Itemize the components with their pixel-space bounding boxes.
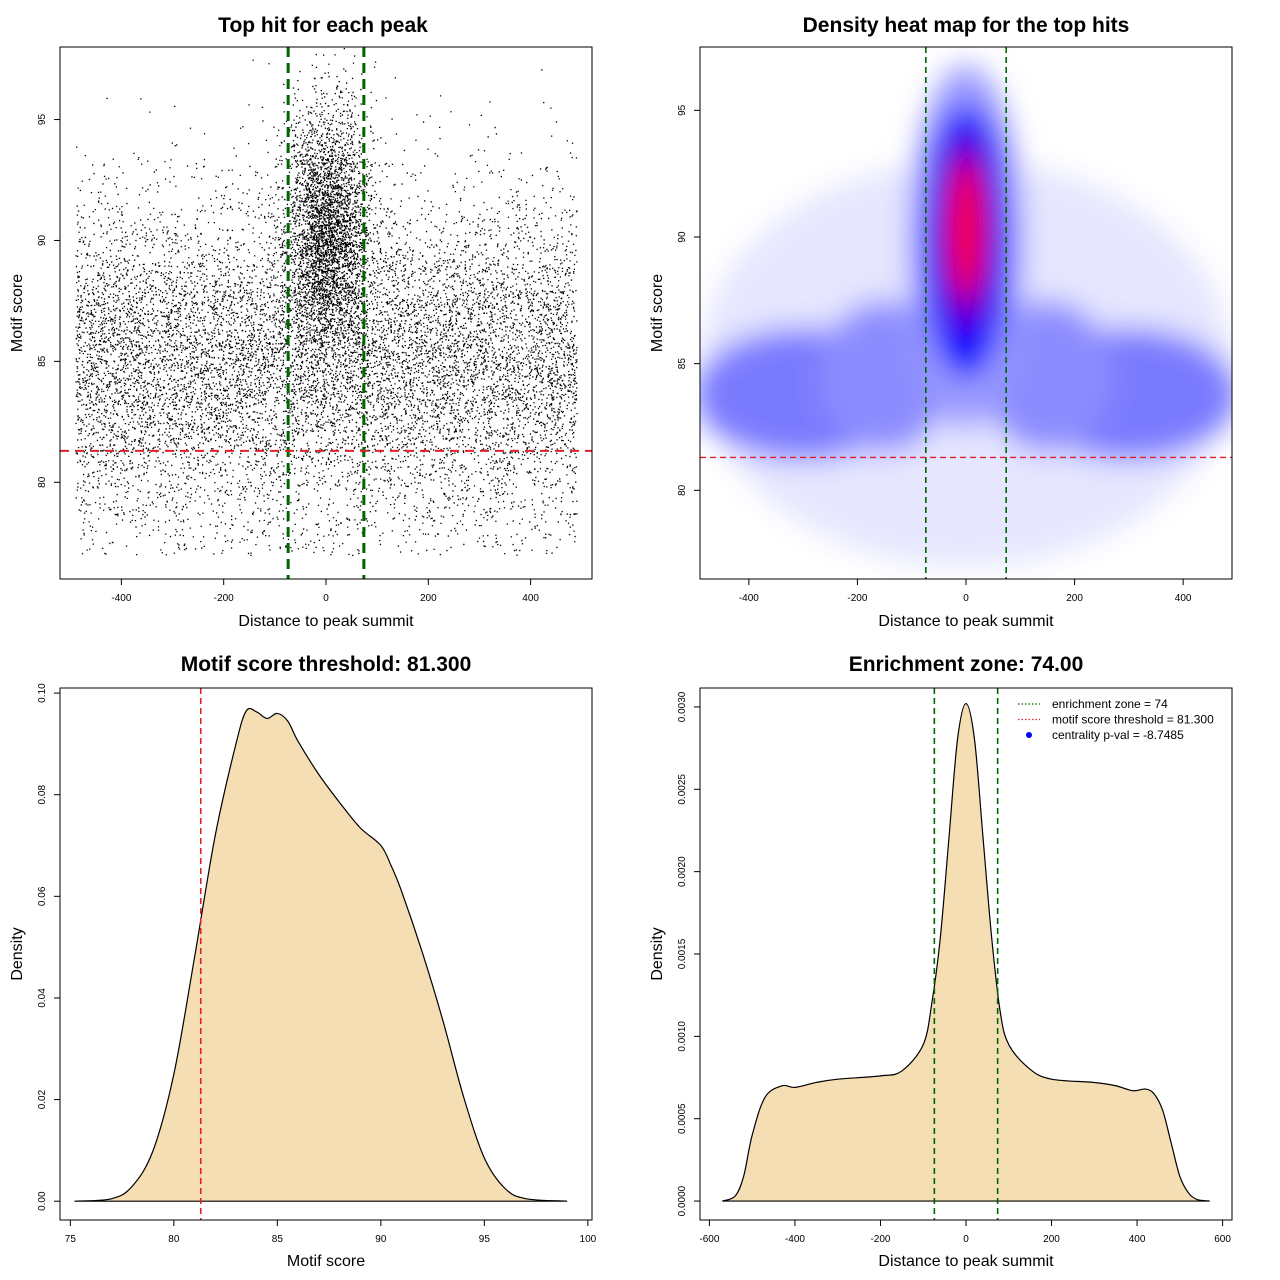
distance-density-x-label: Distance to peak summit — [878, 1253, 1054, 1270]
heatmap-x-tick-label: 0 — [963, 593, 969, 604]
distance-density-panel: Enrichment zone: 74.00 -600 -400 -200 0 200 4… — [649, 653, 1233, 1270]
distance-density-x-tick-label: 400 — [1129, 1234, 1146, 1245]
score-density-plot — [74, 688, 568, 1220]
distance-density-area — [722, 703, 1210, 1202]
legend-entry-label: motif score threshold = 81.300 — [1052, 713, 1214, 727]
score-density-y-tick-label: 0.02 — [37, 1089, 48, 1109]
distance-density-y-tick-label: 0.0020 — [677, 856, 688, 887]
scatter-y-tick-label: 90 — [37, 234, 48, 246]
distance-density-legend: enrichment zone = 74 motif score threshol… — [1018, 697, 1214, 742]
heatmap-y-axis: 80 85 90 95 — [677, 104, 700, 496]
scatter-title: Top hit for each peak — [218, 14, 428, 37]
distance-density-x-tick-label: -600 — [699, 1234, 719, 1245]
scatter-points — [75, 48, 578, 557]
distance-density-plot — [722, 688, 1210, 1220]
scatter-x-axis: -400 -200 0 200 400 — [111, 579, 539, 604]
distance-density-title: Enrichment zone: 74.00 — [849, 653, 1084, 676]
distance-density-x-axis: -600 -400 -200 0 200 400 600 — [699, 1220, 1231, 1245]
heatmap-title: Density heat map for the top hits — [803, 14, 1130, 37]
heatmap-density — [700, 64, 1232, 567]
heatmap-x-tick-label: 400 — [1175, 593, 1192, 604]
distance-density-x-tick-label: 0 — [963, 1234, 969, 1245]
heatmap-y-label: Motif score — [649, 274, 666, 352]
distance-density-y-tick-label: 0.0015 — [677, 938, 688, 969]
score-density-x-tick-label: 85 — [272, 1234, 284, 1245]
score-density-x-tick-label: 100 — [580, 1234, 597, 1245]
distance-density-x-tick-label: -200 — [870, 1234, 890, 1245]
score-density-y-label: Density — [9, 927, 26, 980]
scatter-x-tick-label: 200 — [420, 593, 437, 604]
distance-density-x-tick-label: -400 — [785, 1234, 805, 1245]
score-density-frame — [59, 687, 593, 1221]
scatter-reference-lines — [60, 47, 592, 579]
score-density-x-label: Motif score — [287, 1253, 365, 1270]
scatter-x-tick-label: 0 — [323, 593, 329, 604]
scatter-y-label: Motif score — [9, 274, 26, 352]
heatmap-y-tick-label: 85 — [677, 358, 688, 370]
heatmap-y-tick-label: 95 — [677, 104, 688, 116]
distance-density-y-label: Density — [649, 927, 666, 980]
score-density-y-tick-label: 0.06 — [37, 886, 48, 906]
distance-density-y-tick-label: 0.0010 — [677, 1021, 688, 1052]
scatter-y-tick-label: 80 — [37, 476, 48, 488]
scatter-x-tick-label: 400 — [522, 593, 539, 604]
scatter-x-label: Distance to peak summit — [238, 613, 414, 630]
score-density-title: Motif score threshold: 81.300 — [181, 653, 472, 676]
distance-density-y-tick-label: 0.0005 — [677, 1103, 688, 1134]
scatter-x-tick-label: -200 — [214, 593, 234, 604]
scatter-y-tick-label: 95 — [37, 114, 48, 126]
score-density-x-tick-label: 95 — [479, 1234, 491, 1245]
distance-density-y-tick-label: 0.0030 — [677, 691, 688, 722]
legend-point-marker — [1026, 732, 1032, 738]
distance-density-x-tick-label: 200 — [1043, 1234, 1060, 1245]
distance-density-y-tick-label: 0.0000 — [677, 1185, 688, 1216]
scatter-x-tick-label: -400 — [111, 593, 131, 604]
distance-density-zone-lines — [933, 688, 999, 1220]
heatmap-panel: Density heat map for the top hits -400 -2… — [649, 14, 1233, 630]
score-density-y-tick-label: 0.10 — [37, 683, 48, 703]
heatmap-x-tick-label: -200 — [847, 593, 867, 604]
scatter-y-axis: 80 85 90 95 — [37, 114, 60, 488]
legend-entry-label: enrichment zone = 74 — [1052, 697, 1168, 711]
heatmap-x-label: Distance to peak summit — [878, 613, 1054, 630]
score-density-x-tick-label: 80 — [168, 1234, 180, 1245]
score-density-y-tick-label: 0.04 — [37, 988, 48, 1008]
scatter-panel: Top hit for each peak -400 -200 0 200 400 80… — [9, 14, 593, 630]
heatmap-reference-lines — [700, 47, 1232, 579]
distance-density-y-tick-label: 0.0025 — [677, 774, 688, 805]
score-density-y-axis: 0.00 0.02 0.04 0.06 0.08 0.10 — [37, 683, 60, 1211]
heatmap-x-tick-label: 200 — [1066, 593, 1083, 604]
heatmap-x-tick-label: -400 — [739, 593, 759, 604]
scatter-point-cloud — [75, 48, 578, 557]
distance-density-y-axis: 0.0000 0.0005 0.0010 0.0015 0.0020 0.0025 0.00… — [677, 691, 700, 1216]
distance-density-x-tick-label: 600 — [1214, 1234, 1231, 1245]
score-density-x-axis: 75 80 85 90 95 100 — [65, 1220, 597, 1245]
score-density-area — [74, 707, 568, 1202]
score-density-panel: Motif score threshold: 81.300 75 80 85 90 95… — [9, 653, 597, 1270]
heatmap-core-red — [949, 161, 983, 298]
heatmap-area — [700, 47, 1232, 579]
heatmap-y-tick-label: 90 — [677, 231, 688, 243]
legend-entry-label: centrality p-val = -8.7485 — [1052, 728, 1184, 742]
score-density-y-tick-label: 0.00 — [37, 1191, 48, 1211]
heatmap-y-tick-label: 80 — [677, 484, 688, 496]
heatmap-x-axis: -400 -200 0 200 400 — [739, 579, 1192, 604]
score-density-x-tick-label: 75 — [65, 1234, 77, 1245]
score-density-x-tick-label: 90 — [375, 1234, 387, 1245]
scatter-y-tick-label: 85 — [37, 355, 48, 367]
score-density-y-tick-label: 0.08 — [37, 785, 48, 805]
